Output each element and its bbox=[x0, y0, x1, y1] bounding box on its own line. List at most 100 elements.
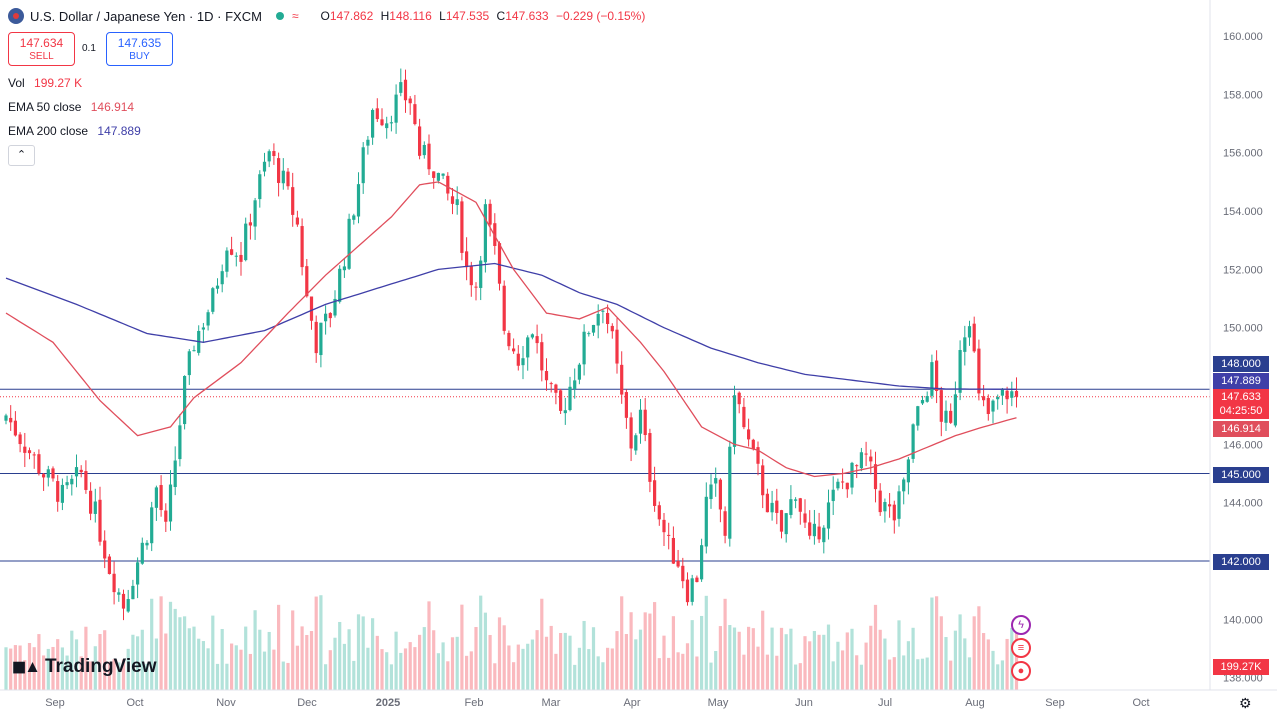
volume-legend[interactable]: Vol 199.27 K bbox=[8, 76, 83, 90]
ema200-line bbox=[5, 262, 1017, 390]
candle-body bbox=[450, 196, 455, 204]
volume-bar bbox=[361, 616, 365, 690]
price-axis[interactable]: 160.000 158.000 156.000 154.000 152.000 150.0… bbox=[1209, 0, 1277, 690]
candle-body bbox=[855, 465, 859, 467]
candle-body bbox=[615, 329, 619, 364]
volume-bar bbox=[220, 628, 224, 690]
volume-bar bbox=[549, 625, 553, 690]
candle-body bbox=[89, 490, 93, 514]
volume-bar bbox=[925, 657, 929, 690]
volume-bar bbox=[526, 643, 530, 690]
ema50-legend[interactable]: EMA 50 close 146.914 bbox=[8, 100, 135, 114]
candle-body bbox=[140, 542, 144, 564]
volume-bar bbox=[535, 630, 539, 690]
time-tick-label: Mar bbox=[542, 697, 561, 709]
price-axis-bg bbox=[1210, 0, 1277, 690]
time-tick-label: May bbox=[708, 697, 729, 709]
volume-bar bbox=[183, 616, 187, 690]
volume-bar bbox=[74, 639, 79, 690]
us-flag-icon[interactable]: ≡ bbox=[1011, 638, 1031, 658]
candle-body bbox=[944, 410, 948, 423]
settings-icon[interactable]: ⚙ bbox=[1239, 695, 1252, 711]
candle-body bbox=[455, 199, 459, 206]
candle-body bbox=[653, 480, 657, 506]
volume-bar bbox=[446, 661, 450, 690]
volume-bar bbox=[215, 663, 220, 690]
candle-body bbox=[281, 170, 285, 184]
candle-body bbox=[13, 420, 17, 436]
volume-bar bbox=[300, 626, 304, 690]
volume-bar bbox=[685, 643, 690, 690]
candle-body bbox=[577, 364, 581, 380]
volume-bar bbox=[56, 639, 60, 690]
ema200-value: 147.889 bbox=[97, 124, 141, 138]
candle-body bbox=[869, 456, 873, 462]
time-tick-label: Dec bbox=[297, 697, 317, 709]
candle-body bbox=[291, 187, 295, 215]
volume-bar bbox=[1014, 625, 1019, 690]
buy-button[interactable]: 147.635 BUY bbox=[106, 32, 173, 66]
volume-bar bbox=[136, 636, 140, 690]
volume-bar bbox=[441, 642, 445, 690]
sell-button[interactable]: 147.634 SELL bbox=[8, 32, 75, 66]
volume-bar bbox=[497, 617, 502, 690]
time-tick-label: Jun bbox=[795, 697, 813, 709]
event-icon[interactable]: ● bbox=[1011, 661, 1031, 681]
price-tick-label: 144.000 bbox=[1223, 498, 1263, 510]
candle-body bbox=[103, 540, 107, 559]
candle-body bbox=[591, 324, 596, 333]
volume-bar bbox=[389, 664, 393, 690]
candle-body bbox=[497, 243, 502, 284]
candle-body bbox=[399, 82, 403, 93]
tradingview-logo[interactable]: ◼▲ TradingView bbox=[12, 656, 157, 677]
volume-bar bbox=[634, 639, 638, 690]
volume-bar bbox=[46, 648, 50, 690]
volume-bar bbox=[107, 661, 111, 690]
candle-body bbox=[859, 452, 863, 469]
candle-body bbox=[845, 482, 849, 490]
open-value: 147.862 bbox=[329, 9, 374, 23]
sell-label: SELL bbox=[29, 51, 54, 62]
time-axis[interactable]: Sep Oct Nov Dec 2025 Feb Mar Apr May Jun Jul Aug Sep… bbox=[0, 689, 1277, 709]
candle-body bbox=[9, 417, 13, 423]
volume-bar bbox=[516, 644, 520, 690]
volume-bar bbox=[624, 634, 628, 690]
candle-body bbox=[864, 453, 868, 455]
candle-body bbox=[394, 94, 398, 123]
volume-bar bbox=[493, 663, 497, 690]
market-status-icon[interactable] bbox=[275, 12, 284, 20]
volume-bar bbox=[295, 645, 299, 690]
candle-body bbox=[206, 312, 210, 326]
volume-bar bbox=[277, 604, 281, 690]
volume-bar bbox=[784, 634, 788, 690]
volume-bar bbox=[272, 649, 276, 690]
volume-bar bbox=[479, 595, 483, 690]
candle-body bbox=[1000, 388, 1004, 396]
volume-bar bbox=[4, 647, 8, 690]
candle-body bbox=[385, 123, 389, 129]
candle-body bbox=[939, 390, 943, 422]
candle-body bbox=[295, 217, 299, 225]
ema50-value: 146.914 bbox=[90, 100, 135, 114]
ema200-legend[interactable]: EMA 200 close 147.889 bbox=[8, 124, 141, 138]
volume-bar bbox=[244, 626, 248, 690]
volume-bar bbox=[615, 631, 619, 690]
volume-bar bbox=[450, 637, 455, 690]
candle-body bbox=[972, 323, 976, 352]
candle-body bbox=[709, 484, 713, 500]
volume-bar bbox=[756, 646, 760, 690]
candle-body bbox=[512, 348, 516, 352]
volume-bar bbox=[916, 659, 920, 690]
candle-body bbox=[822, 527, 826, 543]
lightning-icon[interactable]: ≈ bbox=[291, 9, 299, 23]
candle-body bbox=[469, 266, 473, 286]
candle-body bbox=[535, 336, 539, 344]
candle-body bbox=[300, 226, 304, 268]
volume-bar bbox=[662, 635, 666, 690]
collapse-icon[interactable]: ⌃ bbox=[8, 145, 35, 166]
candle-body bbox=[779, 510, 784, 532]
volume-bar bbox=[230, 643, 234, 690]
lightning-icon[interactable]: ϟ bbox=[1011, 615, 1031, 635]
symbol-title[interactable]: U.S. Dollar / Japanese Yen · 1D · FXCM bbox=[30, 8, 262, 24]
